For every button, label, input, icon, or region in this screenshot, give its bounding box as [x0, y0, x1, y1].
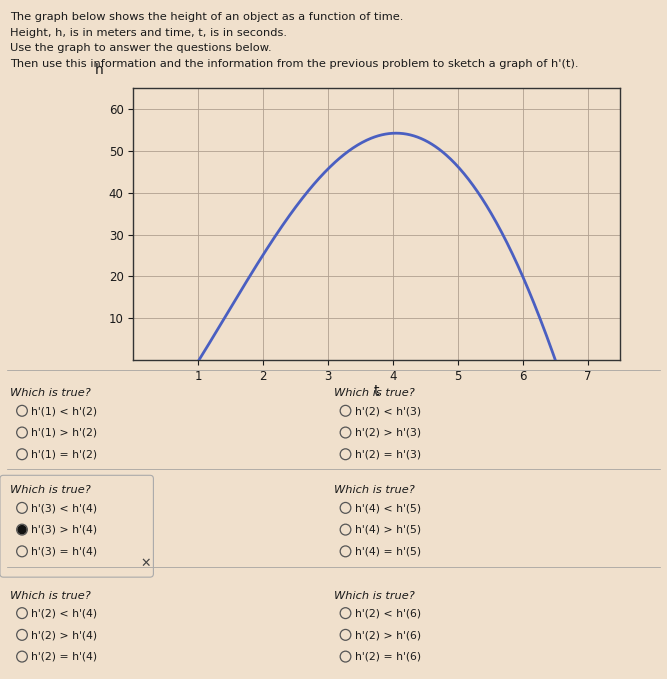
- Text: h'(2) > h'(6): h'(2) > h'(6): [355, 630, 421, 640]
- Text: h'(4) = h'(5): h'(4) = h'(5): [355, 547, 421, 557]
- Text: Which is true?: Which is true?: [10, 591, 91, 601]
- Text: h'(4) > h'(5): h'(4) > h'(5): [355, 525, 421, 535]
- Text: The graph below shows the height of an object as a function of time.: The graph below shows the height of an o…: [10, 12, 404, 22]
- Text: Which is true?: Which is true?: [334, 388, 414, 399]
- Text: h'(2) < h'(6): h'(2) < h'(6): [355, 608, 421, 619]
- Text: h'(1) < h'(2): h'(1) < h'(2): [31, 406, 97, 416]
- Text: h'(2) > h'(4): h'(2) > h'(4): [31, 630, 97, 640]
- Text: Which is true?: Which is true?: [10, 388, 91, 399]
- Text: h'(2) = h'(4): h'(2) = h'(4): [31, 652, 97, 662]
- Text: h'(2) > h'(3): h'(2) > h'(3): [355, 428, 421, 438]
- Text: h'(3) = h'(4): h'(3) = h'(4): [31, 547, 97, 557]
- Text: ✕: ✕: [140, 557, 151, 570]
- Text: Which is true?: Which is true?: [10, 485, 91, 496]
- Text: h'(1) > h'(2): h'(1) > h'(2): [31, 428, 97, 438]
- Text: h'(2) = h'(3): h'(2) = h'(3): [355, 449, 421, 460]
- Y-axis label: h: h: [95, 63, 103, 77]
- Text: h'(3) < h'(4): h'(3) < h'(4): [31, 503, 97, 513]
- Text: h'(3) > h'(4): h'(3) > h'(4): [31, 525, 97, 535]
- Text: h'(2) < h'(4): h'(2) < h'(4): [31, 608, 97, 619]
- X-axis label: t: t: [374, 384, 380, 398]
- Text: Which is true?: Which is true?: [334, 485, 414, 496]
- Text: h'(2) < h'(3): h'(2) < h'(3): [355, 406, 421, 416]
- Text: Which is true?: Which is true?: [334, 591, 414, 601]
- Text: Height, h, is in meters and time, t, is in seconds.: Height, h, is in meters and time, t, is …: [10, 28, 287, 38]
- Text: h'(1) = h'(2): h'(1) = h'(2): [31, 449, 97, 460]
- Text: Then use this information and the information from the previous problem to sketc: Then use this information and the inform…: [10, 59, 578, 69]
- Text: Use the graph to answer the questions below.: Use the graph to answer the questions be…: [10, 43, 271, 54]
- Text: h'(2) = h'(6): h'(2) = h'(6): [355, 652, 421, 662]
- Text: h'(4) < h'(5): h'(4) < h'(5): [355, 503, 421, 513]
